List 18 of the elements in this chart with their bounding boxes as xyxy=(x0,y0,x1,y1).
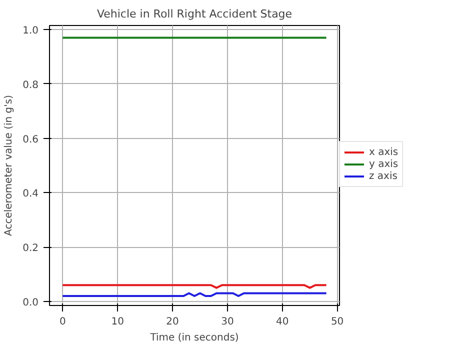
legend-label: y axis xyxy=(369,158,398,170)
x-tick-label: 20 xyxy=(166,316,179,328)
y-axis-title: Accelerometer value (in g's) xyxy=(4,94,15,236)
x-tick-label: 50 xyxy=(330,316,344,328)
x-tick-label: 40 xyxy=(276,316,289,328)
x-tick-label: 0 xyxy=(60,316,66,328)
x-axis-title: Time (in seconds) xyxy=(149,332,239,344)
x-tick-label: 30 xyxy=(221,316,234,328)
y-tick-label: 0.8 xyxy=(22,80,39,91)
legend-label: x axis xyxy=(369,146,398,158)
y-tick-label: 0.6 xyxy=(22,134,39,146)
y-tick-label: 1.0 xyxy=(22,26,39,37)
legend-label: z axis xyxy=(369,170,398,182)
y-tick-label: 0.0 xyxy=(22,297,39,308)
chart-title: Vehicle in Roll Right Accident Stage xyxy=(96,8,292,20)
y-tick-label: 0.4 xyxy=(22,188,39,200)
x-tick-label: 10 xyxy=(111,316,124,328)
y-tick-label: 0.2 xyxy=(22,243,39,254)
